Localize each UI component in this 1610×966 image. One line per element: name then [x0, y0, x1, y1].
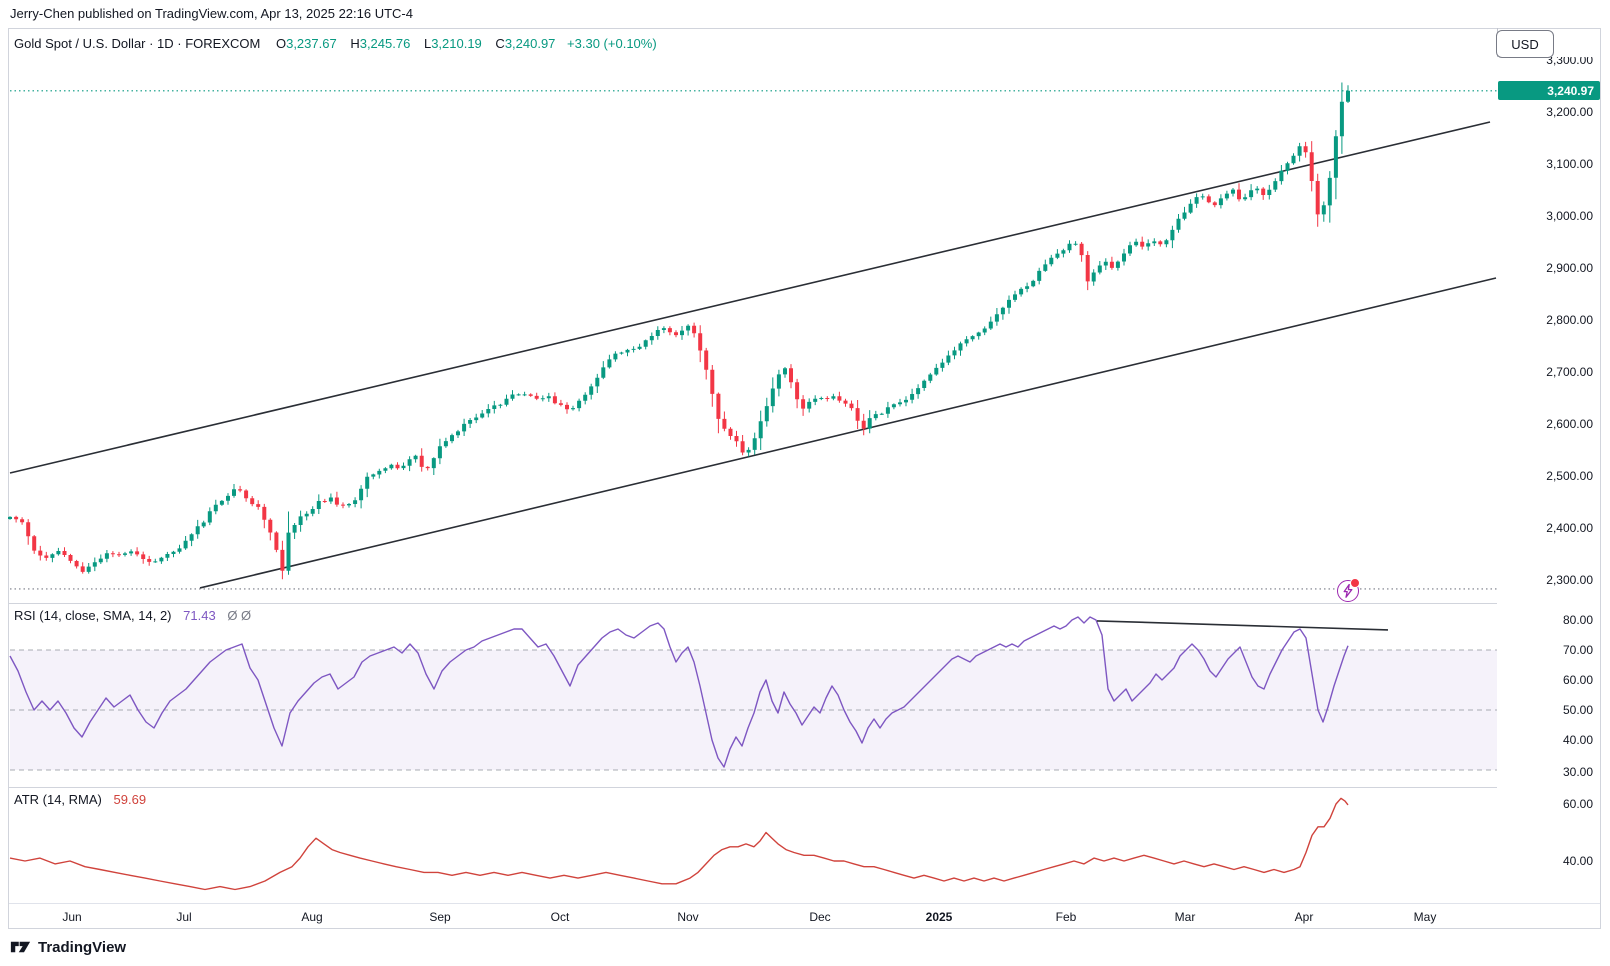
rsi-tick-label: 40.00 — [1562, 733, 1593, 747]
rsi-legend[interactable]: RSI (14, close, SMA, 14, 2) 71.43 Ø Ø — [14, 608, 251, 623]
price-pane-canvas[interactable] — [8, 57, 1497, 603]
right-price-axis[interactable]: 3,240.97 3,300.00 3,200.00 3,100.00 3,000.0… — [1497, 57, 1600, 903]
alert-lightning-icon[interactable] — [1337, 578, 1360, 602]
lightning-bolt-icon — [1343, 584, 1353, 598]
price-tick-label: 2,500.00 — [1546, 469, 1593, 484]
rsi-value: 71.43 — [183, 608, 216, 623]
symbol-title: Gold Spot / U.S. Dollar · 1D · FOREXCOM — [14, 36, 261, 51]
rsi-pane-separator[interactable] — [9, 603, 1600, 604]
atr-tick-label: 40.00 — [1562, 854, 1593, 868]
rsi-tick-label: 80.00 — [1562, 613, 1593, 627]
close-value: 3,240.97 — [504, 36, 556, 51]
price-tick-label: 3,300.00 — [1546, 57, 1593, 68]
price-tick-label: 2,900.00 — [1546, 261, 1593, 276]
currency-toggle-label: USD — [1511, 36, 1539, 52]
low-key: L — [423, 36, 432, 51]
high-value: 3,245.76 — [359, 36, 411, 51]
price-tick-label: 2,600.00 — [1546, 417, 1593, 432]
close-key: C — [495, 36, 505, 51]
currency-toggle-button[interactable]: USD — [1496, 30, 1554, 58]
rsi-tick-label: 70.00 — [1562, 643, 1593, 657]
change-value: +3.30 (+0.10%) — [567, 36, 657, 51]
price-tick-label: 2,800.00 — [1546, 313, 1593, 328]
rsi-tick-label: 50.00 — [1562, 703, 1593, 717]
price-tick-label: 2,400.00 — [1546, 521, 1593, 536]
tradingview-wordmark: TradingView — [38, 938, 127, 956]
atr-legend[interactable]: ATR (14, RMA) 59.69 — [14, 792, 146, 807]
tradingview-logo[interactable]: TradingView — [10, 938, 126, 956]
rsi-tick-label: 60.00 — [1562, 673, 1593, 687]
last-price-label: 3,240.97 — [1498, 81, 1600, 101]
price-tick-label: 2,300.00 — [1546, 573, 1593, 588]
rsi-tick-label: 30.00 — [1562, 765, 1593, 779]
rsi-zero-glyphs: Ø Ø — [227, 608, 252, 623]
open-key: O — [275, 36, 287, 51]
symbol-legend[interactable]: Gold Spot / U.S. Dollar · 1D · FOREXCOM … — [14, 36, 657, 51]
price-tick-label: 2,700.00 — [1546, 365, 1593, 380]
published-byline: Jerry-Chen published on TradingView.com,… — [10, 6, 413, 21]
open-value: 3,237.67 — [286, 36, 337, 51]
low-value: 3,210.19 — [431, 36, 482, 51]
atr-legend-title: ATR (14, RMA) — [14, 792, 102, 807]
time-axis-separator — [9, 903, 1600, 904]
atr-pane-canvas[interactable] — [9, 787, 1497, 903]
atr-tick-label: 60.00 — [1562, 797, 1593, 811]
price-tick-label: 3,100.00 — [1546, 157, 1593, 172]
tradingview-mark-icon — [10, 941, 31, 953]
rsi-legend-title: RSI (14, close, SMA, 14, 2) — [14, 608, 172, 623]
atr-value: 59.69 — [113, 792, 147, 807]
price-tick-label: 3,000.00 — [1546, 209, 1593, 224]
price-tick-label: 3,200.00 — [1546, 105, 1593, 120]
atr-pane-separator[interactable] — [9, 787, 1600, 788]
rsi-pane-canvas[interactable] — [9, 603, 1497, 787]
high-key: H — [350, 36, 360, 51]
alert-active-dot — [1350, 578, 1360, 588]
